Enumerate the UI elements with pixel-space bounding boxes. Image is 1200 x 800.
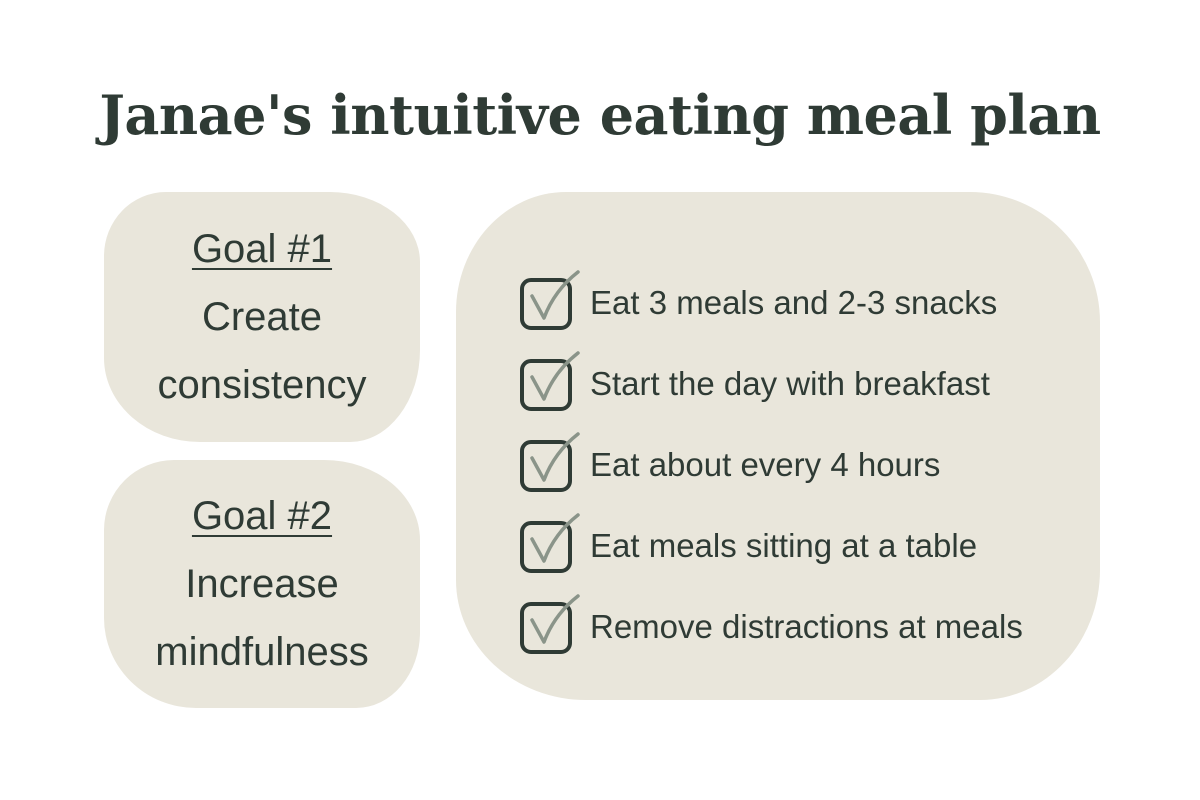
goal-2-heading: Goal #2 xyxy=(191,494,333,538)
checklist-item-label: Eat meals sitting at a table xyxy=(590,526,978,564)
checked-box-icon xyxy=(520,268,580,330)
checklist-item: Remove distractions at meals xyxy=(520,586,1023,667)
checklist-item-label: Start the day with breakfast xyxy=(590,364,990,402)
checked-box-icon xyxy=(520,592,580,654)
page-title: Janae's intuitive eating meal plan xyxy=(99,83,1101,147)
goal-card-1: Goal #1 Create consistency xyxy=(104,192,420,442)
checklist-item-label: Eat 3 meals and 2-3 snacks xyxy=(590,283,998,321)
checklist-item-label: Eat about every 4 hours xyxy=(590,445,941,483)
goal-2-text-line-1: Increase xyxy=(185,562,339,606)
checklist-item: Eat about every 4 hours xyxy=(520,424,1023,505)
goal-1-text-line-1: Create xyxy=(201,295,323,339)
checked-box-icon xyxy=(520,511,580,573)
checklist-item: Eat meals sitting at a table xyxy=(520,505,1023,586)
goal-2-text-line-2: mindfulness xyxy=(155,630,369,674)
checklist-item: Start the day with breakfast xyxy=(520,343,1023,424)
goal-1-heading: Goal #1 xyxy=(191,227,333,271)
checked-box-icon xyxy=(520,349,580,411)
checked-box-icon xyxy=(520,430,580,492)
goal-1-text-line-2: consistency xyxy=(157,363,367,407)
checklist-item-label: Remove distractions at meals xyxy=(590,607,1023,645)
checklist-card: Eat 3 meals and 2-3 snacks Start the day… xyxy=(456,192,1100,700)
checklist: Eat 3 meals and 2-3 snacks Start the day… xyxy=(520,262,1023,667)
checklist-item: Eat 3 meals and 2-3 snacks xyxy=(520,262,1023,343)
goal-card-2: Goal #2 Increase mindfulness xyxy=(104,460,420,708)
